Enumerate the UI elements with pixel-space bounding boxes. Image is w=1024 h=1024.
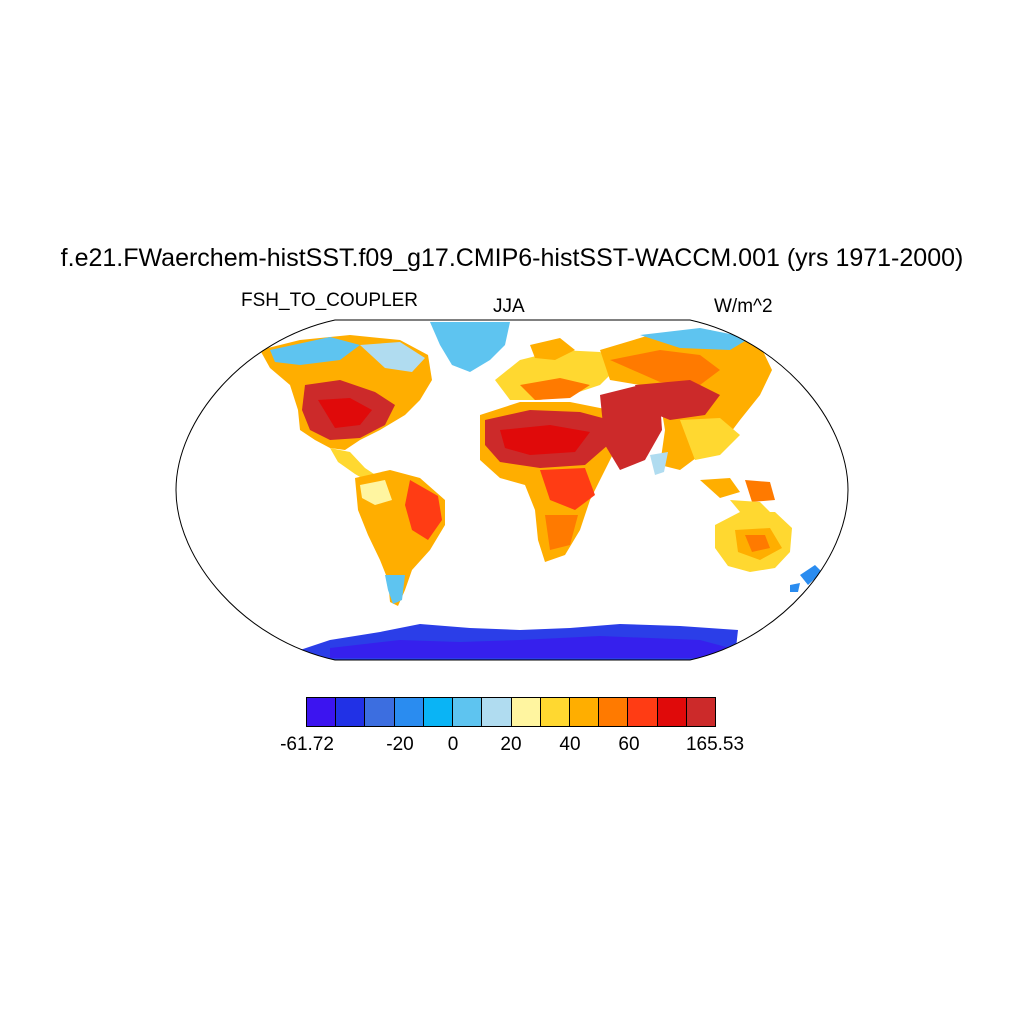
colorbar-box xyxy=(569,698,600,726)
landmass-greenland xyxy=(430,322,510,372)
season-label: JJA xyxy=(493,296,525,317)
colorbar-box xyxy=(336,698,366,726)
colorbar-box xyxy=(511,698,541,726)
globe-outline xyxy=(175,319,849,661)
colorbar-box xyxy=(628,698,658,726)
colorbar-box xyxy=(686,698,716,726)
colorbar-box xyxy=(482,698,512,726)
colorbar-tick-label: 60 xyxy=(618,734,640,755)
colorbar-box xyxy=(540,698,570,726)
colorbar-box xyxy=(423,698,454,726)
colorbar-box xyxy=(307,698,337,726)
colorbar-tick-label: 40 xyxy=(559,734,581,755)
colorbar-tick-label: 0 xyxy=(447,734,459,755)
colorbar-tick-label: -20 xyxy=(386,734,414,755)
units-label: W/m^2 xyxy=(714,296,773,317)
colorbar-box xyxy=(453,698,483,726)
colorbar-box xyxy=(657,698,687,726)
map-title: f.e21.FWaerchem-histSST.f09_g17.CMIP6-hi… xyxy=(60,244,964,272)
colorbar xyxy=(306,697,716,727)
colorbar-tick-label: 165.53 xyxy=(685,734,745,755)
colorbar-tick-label: 20 xyxy=(500,734,522,755)
colorbar-tick-label: -61.72 xyxy=(280,734,334,755)
colorbar-box xyxy=(599,698,629,726)
map-background xyxy=(176,320,848,660)
variable-label: FSH_TO_COUPLER xyxy=(241,290,419,311)
colorbar-box xyxy=(365,698,395,726)
colorbar-box xyxy=(394,698,424,726)
